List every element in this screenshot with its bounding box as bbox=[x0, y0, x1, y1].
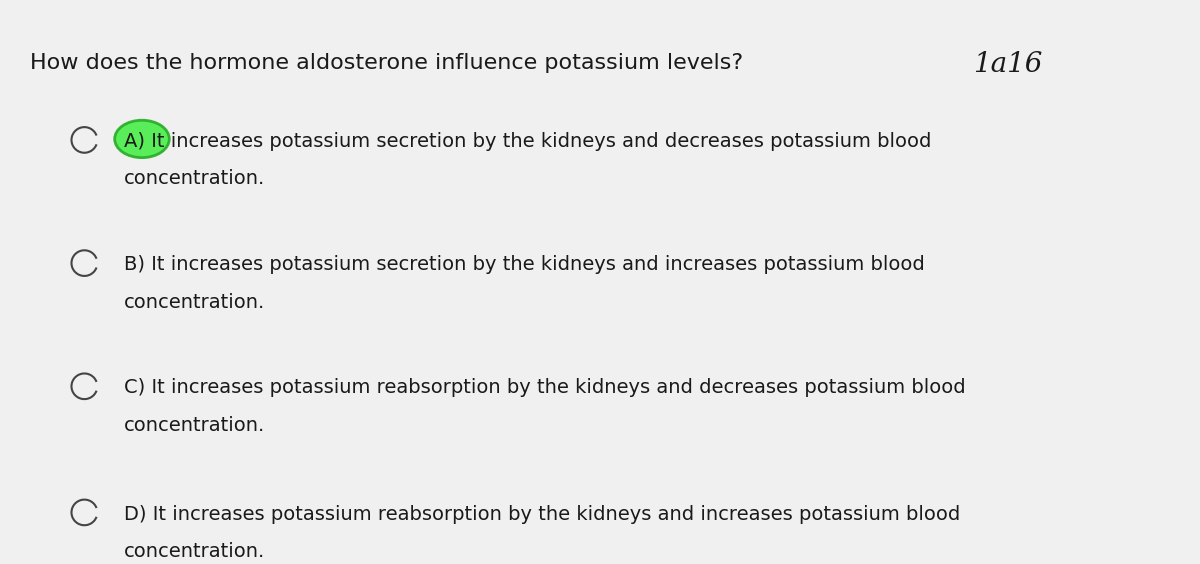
Text: A) It increases potassium secretion by the kidneys and decreases potassium blood: A) It increases potassium secretion by t… bbox=[124, 132, 931, 151]
Text: B) It increases potassium secretion by the kidneys and increases potassium blood: B) It increases potassium secretion by t… bbox=[124, 255, 925, 274]
Text: C) It increases potassium reabsorption by the kidneys and decreases potassium bl: C) It increases potassium reabsorption b… bbox=[124, 378, 966, 398]
Text: concentration.: concentration. bbox=[124, 293, 265, 312]
Text: 1a16: 1a16 bbox=[973, 51, 1043, 78]
Text: concentration.: concentration. bbox=[124, 170, 265, 188]
Text: concentration.: concentration. bbox=[124, 542, 265, 561]
Text: D) It increases potassium reabsorption by the kidneys and increases potassium bl: D) It increases potassium reabsorption b… bbox=[124, 505, 960, 523]
Text: How does the hormone aldosterone influence potassium levels?: How does the hormone aldosterone influen… bbox=[30, 53, 743, 73]
Text: concentration.: concentration. bbox=[124, 416, 265, 435]
Ellipse shape bbox=[115, 120, 169, 158]
